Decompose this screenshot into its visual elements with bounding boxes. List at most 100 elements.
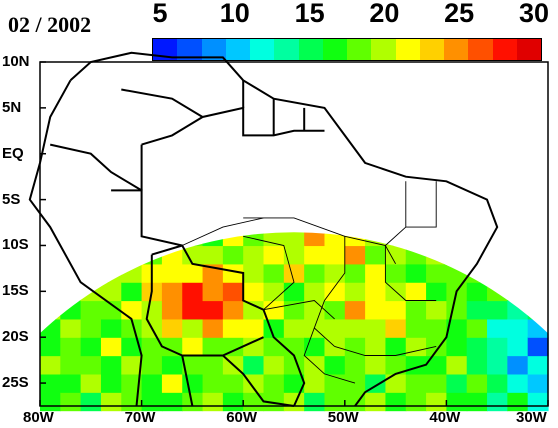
heatmap-cell <box>507 99 528 118</box>
heatmap-cell <box>487 209 508 228</box>
heatmap-cell <box>527 232 549 247</box>
heatmap-cell <box>426 282 447 302</box>
heatmap-cell <box>100 318 122 338</box>
heatmap-cell <box>344 282 366 302</box>
heatmap-cell <box>345 172 366 191</box>
heatmap-cell <box>121 232 143 247</box>
heatmap-cell <box>406 62 427 81</box>
heatmap-cell <box>507 190 528 209</box>
heatmap-cell <box>263 263 285 283</box>
heatmap-cell <box>487 337 508 357</box>
heatmap-cell <box>324 245 346 265</box>
heatmap-cell <box>466 355 488 375</box>
heatmap-cell <box>60 99 81 118</box>
heatmap-cell <box>365 172 386 191</box>
colorbar-cell <box>201 39 226 60</box>
heatmap-cell <box>100 355 122 375</box>
heatmap-cell <box>283 373 305 393</box>
heatmap-cell <box>243 282 265 302</box>
heatmap-cell <box>121 154 142 173</box>
heatmap-cell <box>304 392 326 412</box>
heatmap-cell <box>161 392 183 412</box>
heatmap-cell <box>202 355 224 375</box>
heatmap-cell <box>283 300 305 320</box>
heatmap-cell <box>426 117 447 136</box>
heatmap-cell <box>263 245 285 265</box>
heatmap-cell <box>446 209 467 228</box>
heatmap-cell <box>60 318 82 338</box>
heatmap-cell <box>405 245 427 265</box>
y-axis-label: 15S <box>2 282 29 300</box>
heatmap-cell <box>365 318 387 338</box>
heatmap-cell <box>121 355 143 375</box>
heatmap-cell <box>426 300 447 320</box>
heatmap-cell <box>487 117 508 136</box>
heatmap-cell <box>405 337 427 357</box>
heatmap-cell <box>182 209 203 228</box>
heatmap-cell <box>222 300 244 320</box>
y-axis-label: 25S <box>2 374 29 392</box>
heatmap-cell <box>487 392 508 412</box>
y-axis-label: 20S <box>2 328 29 346</box>
heatmap-cell <box>40 263 61 283</box>
heatmap-cell <box>243 373 265 393</box>
colorbar-tick-label: 20 <box>369 0 400 28</box>
heatmap-cell <box>283 282 305 302</box>
heatmap-cell <box>162 99 183 118</box>
border-line <box>151 244 183 256</box>
heatmap-cell <box>304 263 326 283</box>
heatmap-cell <box>324 99 345 118</box>
heatmap-cell <box>487 263 508 283</box>
heatmap-cell <box>40 337 61 357</box>
heatmap-cell <box>283 245 305 265</box>
heatmap-cell <box>264 190 285 209</box>
heatmap-cell <box>283 392 305 412</box>
heatmap-cell <box>365 263 387 283</box>
heatmap-cell <box>405 282 427 302</box>
y-axis-label: 10S <box>2 236 29 254</box>
heatmap-cell <box>100 282 122 302</box>
border-line <box>303 327 356 384</box>
heatmap-cell <box>182 232 204 247</box>
border-line <box>385 181 407 246</box>
heatmap-cell <box>385 355 407 375</box>
heatmap-cell <box>405 232 427 247</box>
heatmap-cell <box>507 172 528 191</box>
heatmap-cell <box>40 172 61 191</box>
heatmap-cell <box>365 300 387 320</box>
heatmap-cell <box>182 263 204 283</box>
heatmap-cell <box>344 318 366 338</box>
heatmap-cell <box>467 172 488 191</box>
heatmap-cell <box>426 154 447 173</box>
heatmap-cell <box>324 209 345 228</box>
heatmap-cell <box>446 318 468 338</box>
heatmap-cell <box>161 318 183 338</box>
heatmap-cell <box>121 263 143 283</box>
heatmap-cell <box>324 263 346 283</box>
heatmap-cell <box>182 373 204 393</box>
heatmap-cell <box>284 172 305 191</box>
heatmap-cell <box>161 300 183 320</box>
heatmap-cell <box>284 62 305 81</box>
heatmap-cell <box>467 62 488 81</box>
colorbar-cell <box>225 39 250 60</box>
heatmap-cell <box>507 245 529 265</box>
heatmap-cell <box>264 135 285 154</box>
x-axis-label: 60W <box>226 409 258 426</box>
heatmap-cell <box>385 318 407 338</box>
heatmap-cell <box>81 172 102 191</box>
heatmap-cell <box>182 190 203 209</box>
heatmap-cell <box>202 232 224 247</box>
heatmap-cell <box>304 373 326 393</box>
heatmap-cell <box>507 135 528 154</box>
heatmap-cell <box>385 392 407 412</box>
heatmap-cell <box>385 190 406 209</box>
y-axis-label: 5S <box>2 190 21 208</box>
heatmap-cell <box>81 80 102 99</box>
colorbar-cell <box>468 39 493 60</box>
heatmap-cell <box>365 245 387 265</box>
heatmap-cell <box>222 232 244 247</box>
heatmap-cell <box>121 318 143 338</box>
heatmap-cell <box>426 263 447 283</box>
